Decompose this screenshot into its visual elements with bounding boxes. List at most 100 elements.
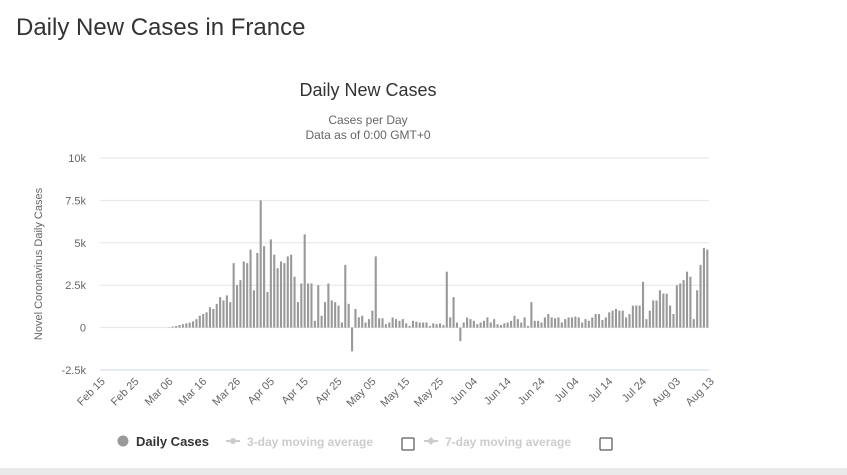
bar[interactable] (198, 315, 201, 328)
bar[interactable] (594, 314, 597, 328)
bar[interactable] (388, 322, 391, 328)
bar[interactable] (438, 323, 442, 328)
bar[interactable] (486, 317, 489, 328)
bar[interactable] (533, 320, 536, 328)
bar[interactable] (482, 320, 486, 328)
bar[interactable] (185, 323, 188, 328)
bar[interactable] (175, 325, 178, 328)
bar[interactable] (354, 308, 357, 328)
bar[interactable] (191, 321, 195, 328)
bar[interactable] (574, 316, 577, 328)
bar[interactable] (702, 247, 705, 328)
bar[interactable] (307, 283, 310, 328)
bar[interactable] (394, 319, 398, 328)
bar[interactable] (513, 315, 516, 328)
bar[interactable] (631, 305, 634, 328)
bar[interactable] (269, 239, 272, 328)
bar[interactable] (408, 325, 411, 328)
bar[interactable] (672, 314, 675, 328)
checkbox-3-day-average[interactable] (401, 437, 415, 451)
bar[interactable] (273, 254, 276, 328)
bar[interactable] (334, 302, 337, 328)
bar[interactable] (283, 263, 286, 328)
bar[interactable] (229, 302, 232, 328)
bar[interactable] (638, 305, 641, 328)
bar[interactable] (449, 317, 452, 328)
bar[interactable] (523, 317, 526, 328)
bar[interactable] (658, 290, 661, 328)
bar[interactable] (604, 317, 607, 328)
bar[interactable] (648, 310, 651, 328)
bar[interactable] (655, 300, 658, 328)
bar[interactable] (232, 263, 235, 328)
bar[interactable] (462, 322, 465, 328)
bar[interactable] (208, 307, 212, 328)
bar[interactable] (510, 320, 513, 328)
bar[interactable] (662, 293, 665, 328)
bar[interactable] (591, 317, 594, 328)
bar[interactable] (489, 322, 492, 328)
bar[interactable] (689, 276, 692, 328)
bar[interactable] (378, 318, 381, 328)
bar[interactable] (506, 322, 509, 328)
bar[interactable] (239, 280, 242, 328)
bar[interactable] (290, 254, 293, 328)
bar[interactable] (669, 305, 672, 328)
bar[interactable] (675, 285, 678, 328)
bar[interactable] (442, 325, 445, 328)
bar[interactable] (692, 319, 695, 328)
bar[interactable] (625, 317, 628, 328)
bar[interactable] (496, 324, 499, 328)
bar[interactable] (337, 305, 340, 328)
bar[interactable] (411, 320, 415, 328)
bar[interactable] (195, 319, 198, 328)
bar[interactable] (263, 246, 266, 328)
bar[interactable] (621, 310, 624, 328)
bar[interactable] (361, 315, 364, 328)
bar[interactable] (310, 283, 313, 328)
bar[interactable] (685, 271, 689, 328)
bar[interactable] (540, 322, 543, 328)
bar[interactable] (699, 264, 702, 328)
bar[interactable] (520, 322, 523, 328)
bar[interactable] (381, 318, 384, 328)
bar[interactable] (313, 320, 316, 328)
bar[interactable] (614, 308, 618, 328)
bar[interactable] (205, 312, 208, 328)
bar[interactable] (317, 285, 320, 328)
bar[interactable] (351, 327, 354, 352)
bar[interactable] (472, 320, 475, 328)
bar[interactable] (428, 325, 431, 328)
bar[interactable] (320, 315, 323, 328)
bar[interactable] (665, 293, 668, 328)
bar[interactable] (293, 276, 296, 328)
legend-item-7-day-average[interactable]: 7-day moving average (424, 435, 571, 449)
bar[interactable] (455, 322, 458, 328)
bar[interactable] (219, 297, 222, 328)
bar[interactable] (452, 297, 455, 328)
bar[interactable] (445, 271, 448, 328)
bar[interactable] (567, 317, 570, 328)
bar[interactable] (581, 322, 584, 328)
bar[interactable] (303, 234, 306, 328)
bar[interactable] (628, 314, 631, 328)
bar[interactable] (679, 283, 682, 328)
bar[interactable] (279, 261, 283, 328)
bar[interactable] (570, 317, 574, 328)
bar[interactable] (364, 322, 367, 328)
bar[interactable] (418, 322, 421, 328)
bar[interactable] (611, 310, 614, 328)
bar[interactable] (212, 308, 215, 328)
bar[interactable] (171, 326, 174, 328)
bar[interactable] (330, 300, 333, 328)
bar[interactable] (323, 302, 327, 328)
bar[interactable] (557, 317, 560, 328)
bar[interactable] (696, 290, 699, 328)
bar[interactable] (652, 300, 655, 328)
bar[interactable] (645, 319, 648, 328)
bar[interactable] (432, 323, 435, 328)
legend-item-daily-cases[interactable]: Daily Cases (117, 434, 210, 449)
bar[interactable] (415, 321, 418, 328)
bar[interactable] (577, 317, 580, 328)
bar[interactable] (422, 322, 425, 328)
